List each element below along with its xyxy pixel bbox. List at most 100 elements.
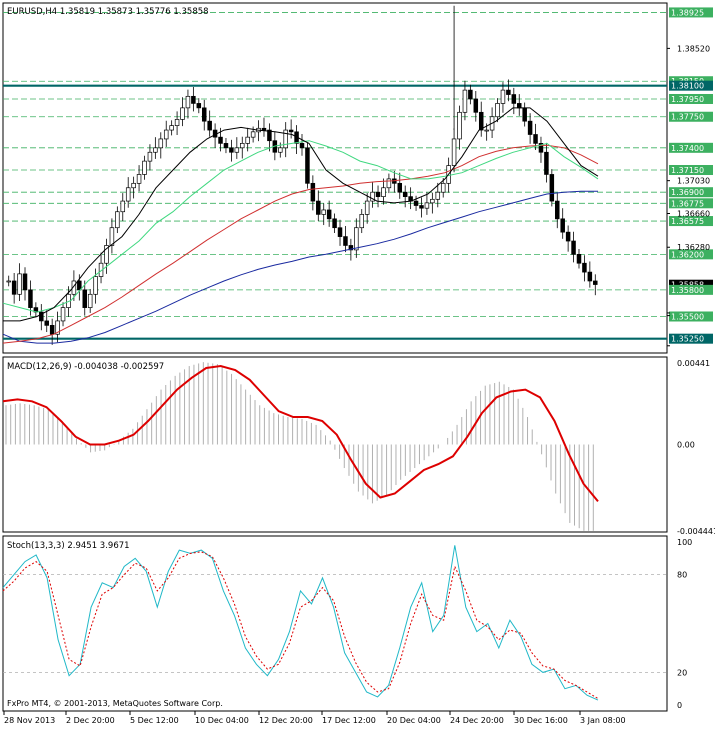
candle-body [402,191,408,197]
candle-body [359,214,364,229]
ma-slow-line [2,144,599,344]
candle-body [397,182,403,193]
level-label: 1.37400 [671,144,704,153]
candle-body [169,125,174,131]
candle-body [120,200,126,213]
candle-body [533,134,538,144]
candle-body [49,325,55,335]
candle-body [196,103,202,109]
candle-body [191,95,196,104]
level-label-bg [669,80,713,91]
level-label-bg [669,93,713,104]
candle-body [544,151,549,175]
level-label-bg [669,311,713,322]
candle-body [109,227,115,246]
level-label: 1.35800 [671,286,704,295]
candle-body [457,111,462,140]
candle-body [93,276,98,295]
candle-body [354,227,359,251]
candle-body [77,280,82,291]
candle-body [516,103,522,109]
time-axis: 28 Nov 2013 2 Dec 20:00 5 Dec 12:00 10 Dec … [3,711,626,725]
candle-body [223,143,229,149]
price-tick-label: 1.36660 [677,210,710,219]
stoch-tick-label: 100 [677,538,692,547]
time-tick-label: 10 Dec 04:00 [195,716,249,725]
price-layer: 1.389251.381501.381001.379501.377501.374… [2,5,713,347]
candle-body [419,205,424,209]
level-label: 1.38925 [671,8,704,17]
candle-body [321,209,326,215]
candle-body [267,129,272,142]
level-label-bg [669,165,713,176]
price-panel-frame [2,2,668,354]
candle-body [229,147,234,153]
candle-body [201,107,207,122]
level-label: 1.35500 [671,312,704,321]
candle-body [299,143,305,149]
candle-body [174,119,180,126]
candle-body [326,209,332,220]
candle-body [555,200,560,220]
stoch-tick-label: 80 [677,571,687,580]
candle-body [207,120,212,131]
level-label: 1.37150 [671,166,704,175]
candle-body [364,200,370,215]
macd-signal-line [2,364,599,503]
candle-body [158,138,164,149]
level-label: 1.35250 [671,335,704,344]
level-label: 1.37750 [671,113,704,122]
candle-body [576,253,582,264]
candle-body [115,211,120,229]
macd-tick-label: -0.004441 [677,527,715,536]
candle-body [549,174,555,202]
candle-body [136,174,142,184]
level-label-bg [669,187,713,198]
candle-body [332,218,337,229]
level-label-bg [669,284,713,295]
time-tick-label: 20 Dec 04:00 [387,716,441,725]
macd-tick-label: 0.00441 [677,359,710,368]
candle-body [316,200,321,215]
candle-body [587,271,593,282]
price-header: EURUSD,H4 1.35819 1.35873 1.35776 1.3585… [7,7,209,17]
candle-body [435,191,441,200]
candle-body [375,191,381,197]
ma-mid-line [2,140,599,313]
candle-body [582,262,587,273]
level-label-bg [669,142,713,153]
candle-body [468,89,473,100]
candle-body [565,231,571,242]
candle-body [484,129,489,132]
candle-body [424,202,430,209]
candle-body [560,218,565,233]
candle-body [343,236,348,246]
candle-body [142,160,147,175]
candle-body [462,89,468,113]
ma-long-line [2,190,598,344]
candle-body [451,138,457,166]
candle-body [55,320,60,335]
candle-body [348,245,354,251]
time-tick-label: 2 Dec 20:00 [66,716,115,725]
candle-body [180,107,185,120]
macd-panel-frame [2,356,668,533]
time-tick-label: 12 Dec 20:00 [259,716,313,725]
level-label-bg [669,279,713,290]
candle-body [571,240,576,255]
level-label-bg [669,216,713,227]
price-tick-label: 1.37030 [677,177,710,186]
candle-body [261,127,267,131]
level-label-bg [669,111,713,122]
level-label-bg [669,249,713,260]
time-tick-label: 5 Dec 12:00 [130,716,179,725]
candle-body [163,129,169,140]
candle-body [506,89,511,95]
stoch-header: Stoch(13,3,3) 2.9451 3.9671 [7,541,130,551]
time-tick-label: 3 Jan 08:00 [580,716,626,725]
macd-header: MACD(12,26,9) -0.004038 -0.002597 [7,362,164,372]
candle-body [538,143,544,153]
candle-body [28,289,33,308]
